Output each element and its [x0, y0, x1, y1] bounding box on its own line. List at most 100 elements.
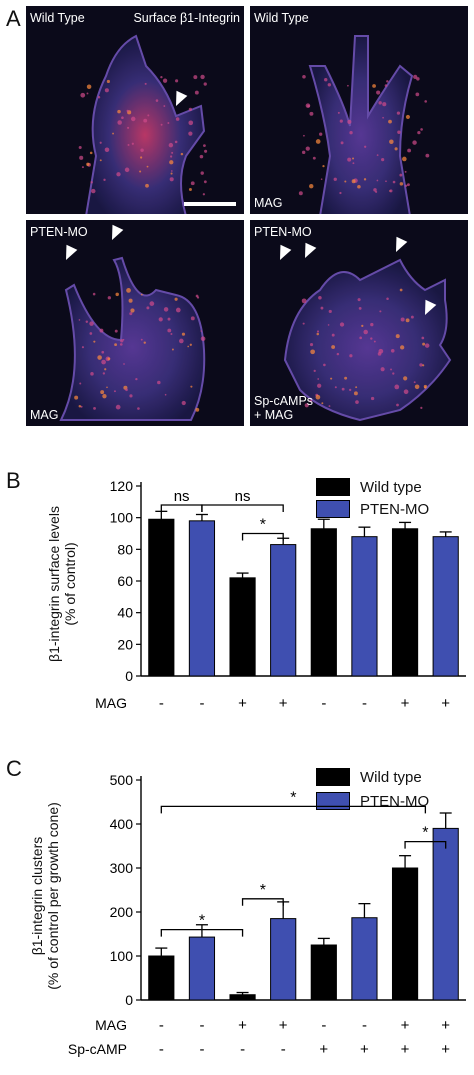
fluorescence-speckle [103, 178, 106, 182]
fluorescence-speckle [415, 92, 420, 97]
fluorescence-speckle [309, 343, 314, 347]
fluorescence-speckle [114, 329, 118, 333]
fluorescence-speckle [309, 399, 313, 403]
legend-wild-type-b: Wild type [316, 478, 422, 496]
fluorescence-speckle [336, 352, 340, 356]
fluorescence-speckle [301, 150, 306, 155]
bar [229, 994, 256, 1001]
fluorescence-speckle [129, 312, 133, 316]
fluorescence-speckle [351, 179, 356, 184]
significance-label: ns [174, 488, 190, 505]
fluorescence-speckle [171, 151, 174, 154]
fluorescence-speckle [167, 317, 171, 321]
fluorescence-speckle [315, 394, 321, 400]
fluorescence-speckle [112, 132, 115, 135]
growth-cone-image [78, 34, 236, 214]
micrograph-top-label: Wild Type [254, 11, 309, 25]
fluorescence-speckle [349, 388, 352, 392]
fluorescence-speckle [378, 101, 382, 105]
fluorescence-speckle [309, 184, 314, 189]
micrograph-tile: PTEN-MO MAG [26, 220, 244, 426]
legend-wild-type-c: Wild type [316, 768, 422, 786]
micrograph-tile: PTEN-MO Sp-cAMPs + MAG [250, 220, 468, 426]
fluorescence-speckle [169, 177, 174, 182]
fluorescence-speckle [318, 296, 322, 300]
fluorescence-speckle [339, 191, 342, 195]
condition-row-label: MAG [95, 1017, 127, 1033]
fluorescence-speckle [400, 345, 405, 350]
fluorescence-speckle [331, 333, 335, 337]
fluorescence-speckle [194, 90, 199, 95]
fluorescence-speckle [327, 83, 332, 87]
fluorescence-speckle [370, 396, 375, 401]
legend-swatch-pten-mo [316, 500, 350, 518]
fluorescence-speckle [143, 341, 146, 344]
fluorescence-speckle [146, 165, 149, 168]
y-tick-label: 200 [110, 904, 134, 920]
fluorescence-speckle [89, 151, 93, 155]
fluorescence-speckle [200, 74, 205, 80]
fluorescence-speckle [79, 155, 84, 160]
fluorescence-speckle [404, 184, 408, 187]
fluorescence-speckle [363, 329, 368, 335]
fluorescence-speckle [305, 103, 311, 108]
fluorescence-speckle [162, 78, 168, 83]
micrograph-tile: Wild Type MAG [250, 6, 468, 214]
y-tick-label: 0 [125, 992, 133, 1008]
condition-symbol: + [441, 1017, 450, 1034]
fluorescence-speckle [380, 157, 385, 162]
fluorescence-speckle [129, 394, 133, 398]
fluorescence-speckle [347, 157, 352, 162]
fluorescence-speckle [203, 82, 207, 86]
fluorescence-speckle [188, 120, 194, 126]
fluorescence-speckle [99, 328, 104, 333]
fluorescence-speckle [334, 386, 337, 389]
fluorescence-speckle [203, 180, 207, 184]
fluorescence-speckle [389, 139, 394, 145]
fluorescence-speckle [86, 162, 90, 167]
chart-c: 0 100 200 300 400 500 * * * * MAG - - + + - - + + Sp-cAMP - -… [68, 772, 466, 1058]
fluorescence-speckle [93, 406, 96, 410]
fluorescence-speckle [74, 395, 79, 400]
chart-b: 020406080100120nsns*MAG--++--++Sp-cAMP--… [95, 478, 466, 710]
bar [188, 936, 216, 1001]
fluorescence-speckle [89, 332, 93, 335]
fluorescence-speckle [420, 406, 423, 409]
fluorescence-speckle [81, 166, 84, 169]
fluorescence-speckle [126, 288, 131, 293]
condition-symbol: + [238, 1017, 247, 1034]
micrograph-condition-label: MAG [254, 196, 283, 210]
fluorescence-speckle [344, 180, 347, 183]
fluorescence-speckle [389, 189, 393, 193]
fluorescence-speckle [140, 338, 143, 341]
fluorescence-speckle [99, 141, 102, 144]
arrowhead-icon [280, 244, 292, 260]
fluorescence-speckle [200, 171, 204, 175]
condition-symbol: + [279, 695, 288, 710]
fluorescence-speckle [190, 385, 193, 388]
fluorescence-speckle [104, 88, 109, 93]
fluorescence-speckle [93, 340, 96, 343]
y-tick-label: 100 [110, 948, 134, 964]
significance-label: * [199, 913, 205, 930]
fluorescence-speckle [202, 193, 206, 196]
fluorescence-speckle [337, 111, 340, 114]
fluorescence-speckle [405, 318, 410, 323]
fluorescence-speckle [301, 298, 307, 304]
fluorescence-speckle [80, 92, 86, 98]
fluorescence-speckle [195, 407, 200, 412]
fluorescence-speckle [417, 130, 421, 135]
arrowhead-icon [112, 224, 124, 240]
y-tick-label: 0 [125, 668, 133, 684]
fluorescence-speckle [373, 340, 376, 343]
condition-symbol: + [441, 1041, 450, 1058]
fluorescence-speckle [414, 384, 420, 390]
legend-pten-mo-b: PTEN-MO [316, 500, 429, 518]
fluorescence-speckle [357, 184, 361, 189]
fluorescence-speckle [164, 393, 167, 396]
fluorescence-speckle [188, 107, 193, 112]
fluorescence-speckle [190, 316, 195, 321]
fluorescence-speckle [357, 298, 361, 302]
fluorescence-speckle [320, 178, 323, 180]
y-tick-label: 400 [110, 816, 134, 832]
